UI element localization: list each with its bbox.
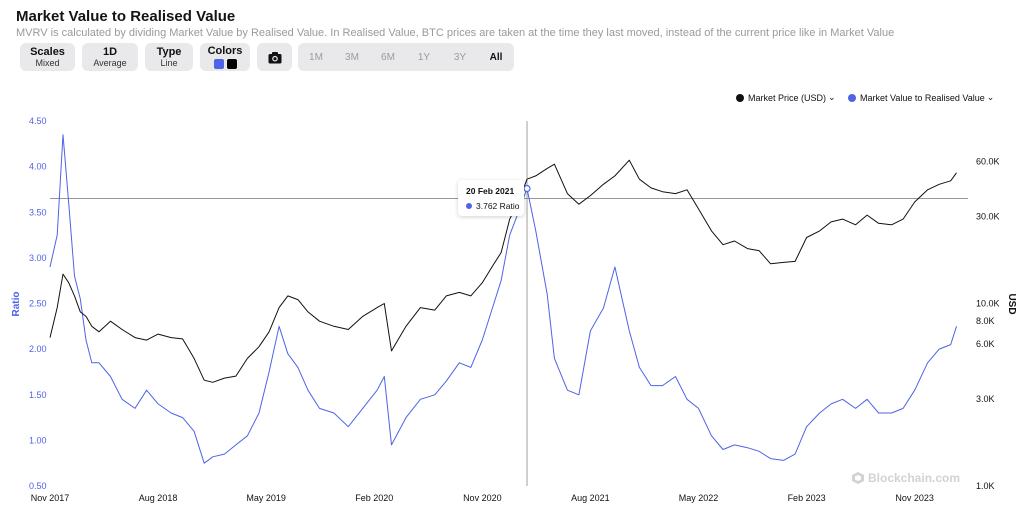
x-tick-label: May 2022: [679, 493, 719, 503]
x-tick-label: Aug 2018: [139, 493, 178, 503]
screenshot-button[interactable]: [257, 43, 292, 71]
x-tick-label: Feb 2023: [788, 493, 826, 503]
x-tick-label: Nov 2017: [31, 493, 70, 503]
scales-label: Scales: [30, 45, 65, 58]
price-legend-label: Market Price (USD): [748, 92, 827, 103]
interval-label: 1D: [102, 45, 118, 58]
scales-button[interactable]: Scales Mixed: [20, 43, 75, 71]
y-right-axis-title: USD: [1006, 293, 1017, 314]
y-right-tick-label: 30.0K: [976, 211, 1000, 221]
y-left-tick-label: 2.50: [29, 299, 47, 309]
series-color-swatch[interactable]: [213, 59, 224, 69]
y-left-tick-label: 1.50: [29, 390, 47, 400]
interval-value: Average: [93, 57, 127, 68]
y-right-tick-label: 10.0K: [976, 299, 1000, 309]
watermark: Blockchain.com: [852, 471, 960, 485]
tooltip-series-dot: [466, 203, 472, 209]
price-color-swatch[interactable]: [226, 59, 237, 69]
y-right-tick-label: 1.0K: [976, 481, 995, 491]
blockchain-logo-icon: [852, 472, 864, 484]
hover-point: [523, 184, 531, 193]
ratio-legend-label: Market Value to Realised Value: [860, 92, 985, 103]
legend-price[interactable]: Market Price (USD) ⌄: [736, 92, 836, 103]
y-right-tick-label: 3.0K: [976, 394, 995, 404]
chart-title: Market Value to Realised Value: [16, 8, 236, 25]
colors-label: Colors: [207, 45, 243, 57]
y-right-tick-label: 60.0K: [976, 156, 1000, 166]
range-1m[interactable]: 1M: [309, 51, 323, 63]
y-left-tick-label: 4.50: [29, 116, 47, 126]
range-1y[interactable]: 1Y: [417, 51, 431, 63]
tooltip-date: 20 Feb 2021: [466, 186, 515, 196]
y-left-tick-label: 3.50: [29, 207, 47, 217]
type-label: Type: [156, 45, 182, 58]
x-tick-label: Aug 2021: [571, 493, 610, 503]
scales-value: Mixed: [35, 57, 60, 68]
y-left-tick-label: 4.00: [29, 162, 47, 172]
chevron-down-icon: ⌄: [828, 92, 836, 102]
colors-button[interactable]: Colors: [200, 43, 250, 71]
y-left-tick-label: 3.00: [29, 253, 47, 263]
y-right-tick-label: 8.0K: [976, 316, 995, 326]
y-left-tick-label: 1.00: [29, 435, 47, 445]
chart-subtitle: MVRV is calculated by dividing Market Va…: [16, 27, 895, 39]
type-button[interactable]: Type Line: [145, 43, 193, 71]
y-left-tick-label: 2.00: [29, 344, 47, 354]
x-tick-label: Nov 2020: [463, 493, 502, 503]
chart-tooltip: 20 Feb 2021 3.762 Ratio: [458, 180, 524, 216]
x-tick-label: Nov 2023: [895, 493, 934, 503]
tooltip-value: 3.762 Ratio: [476, 201, 520, 211]
x-tick-label: Feb 2020: [355, 493, 393, 503]
range-all[interactable]: All: [489, 51, 503, 63]
y-left-axis-title: Ratio: [11, 292, 22, 317]
interval-button[interactable]: 1D Average: [82, 43, 138, 71]
camera-icon: [268, 51, 281, 63]
range-3y[interactable]: 3Y: [453, 51, 467, 63]
ratio-legend-dot: [848, 93, 856, 102]
x-tick-label: May 2019: [246, 493, 286, 503]
watermark-text: Blockchain.com: [868, 471, 961, 485]
legend-ratio[interactable]: Market Value to Realised Value ⌄: [848, 92, 994, 103]
range-3m[interactable]: 3M: [345, 51, 359, 63]
price-legend-dot: [736, 93, 744, 102]
time-range-selector: 1M 3M 6M 1Y 3Y All: [298, 43, 514, 71]
y-left-tick-label: 0.50: [29, 481, 47, 491]
y-right-tick-label: 6.0K: [976, 339, 995, 349]
chevron-down-icon: ⌄: [986, 92, 995, 102]
type-value: Line: [160, 57, 178, 68]
range-6m[interactable]: 6M: [381, 51, 395, 63]
